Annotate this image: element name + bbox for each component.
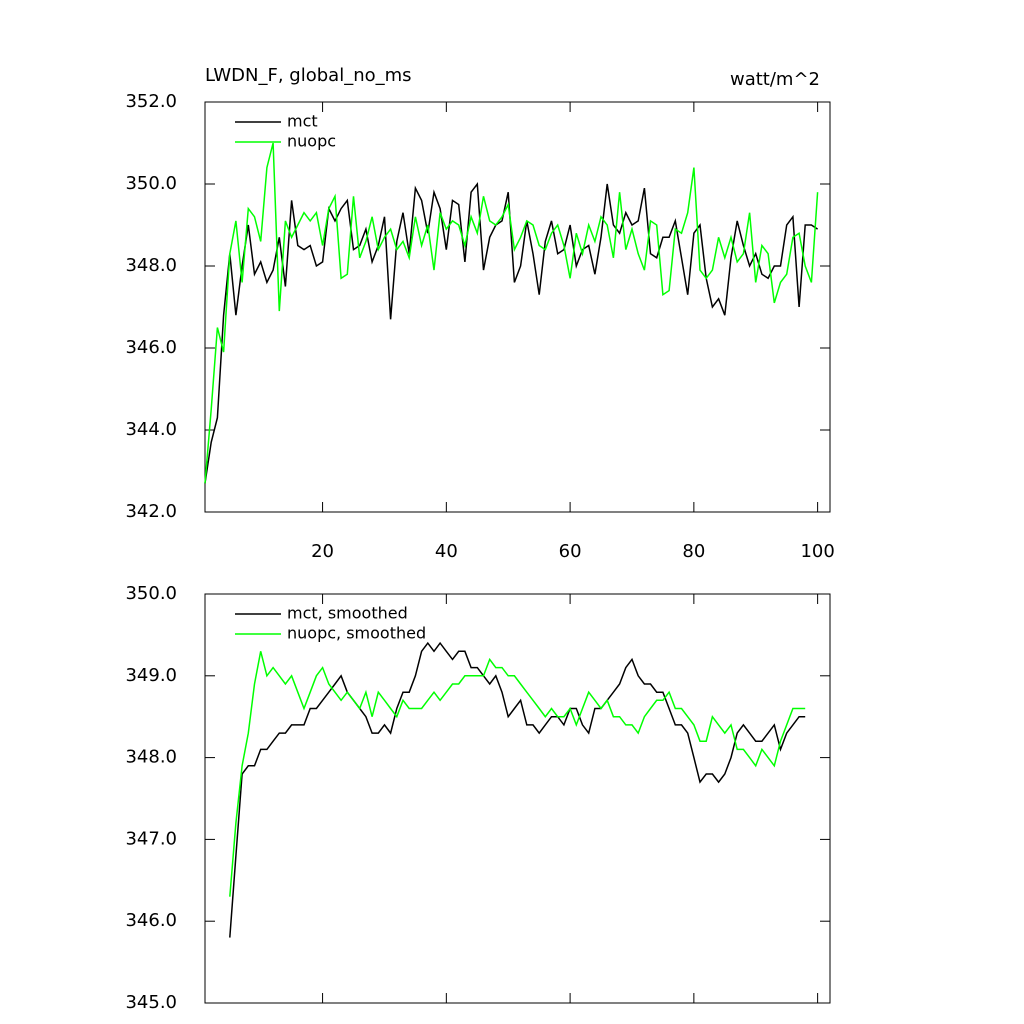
y-tick-label: 345.0: [125, 992, 177, 1013]
legend-label: nuopc: [287, 132, 336, 151]
y-tick-label: 347.0: [125, 828, 177, 849]
legend-label: mct, smoothed: [287, 604, 408, 623]
x-tick-label: 80: [682, 541, 705, 562]
series-line: [204, 142, 819, 484]
units-label: watt/m^2: [730, 69, 820, 90]
x-tick-label: 100: [800, 541, 834, 562]
plot-frame: [204, 101, 831, 513]
series-line: [229, 651, 806, 897]
series-line: [229, 641, 806, 938]
y-tick-label: 346.0: [125, 337, 177, 358]
legend-label: mct: [287, 112, 318, 131]
chart-title: LWDN_F, global_no_ms: [205, 65, 412, 86]
y-tick-label: 350.0: [125, 583, 177, 604]
y-tick-label: 346.0: [125, 910, 177, 931]
y-tick-label: 344.0: [125, 419, 177, 440]
y-tick-label: 352.0: [125, 91, 177, 112]
x-tick-label: 60: [559, 541, 582, 562]
y-tick-label: 348.0: [125, 255, 177, 276]
y-tick-label: 342.0: [125, 501, 177, 522]
y-tick-label: 349.0: [125, 665, 177, 686]
x-tick-label: 40: [435, 541, 458, 562]
y-tick-label: 348.0: [125, 747, 177, 768]
plot-frame: [204, 593, 831, 1004]
series-line: [204, 181, 819, 484]
legend-label: nuopc, smoothed: [287, 624, 426, 643]
x-tick-label: 20: [311, 541, 334, 562]
y-tick-label: 350.0: [125, 173, 177, 194]
